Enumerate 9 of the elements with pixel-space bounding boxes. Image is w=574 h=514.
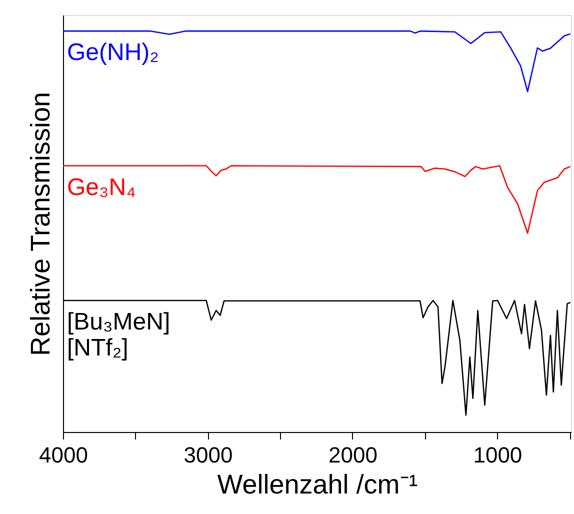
y-axis-title: Relative Transmission	[26, 92, 56, 356]
x-tick-label: 2000	[328, 442, 378, 468]
x-tick-label: 3000	[184, 442, 233, 468]
x-axis-title: Wellenzahl /cm⁻¹	[217, 470, 418, 500]
series-label: Ge(NH)₂	[67, 39, 159, 66]
series-label: Ge₃N₄	[67, 174, 136, 201]
x-tick-label: 1000	[473, 442, 522, 468]
x-tick-label: 4000	[39, 442, 88, 468]
series-label: [Bu₃MeN] [NTf₂]	[67, 308, 170, 362]
